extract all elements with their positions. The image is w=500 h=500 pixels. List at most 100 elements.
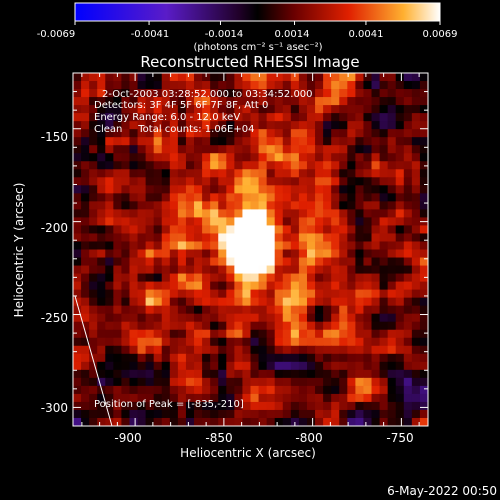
- heatmap-cell: [323, 313, 332, 323]
- heatmap-cell: [81, 113, 90, 122]
- heatmap-cell: [387, 337, 397, 347]
- heatmap-cell: [121, 281, 131, 291]
- heatmap-cell: [218, 217, 227, 227]
- heatmap-cell: [419, 409, 428, 419]
- heatmap-cell: [379, 273, 389, 283]
- heatmap-cell: [121, 201, 131, 210]
- heatmap-cell: [290, 353, 300, 363]
- heatmap-cell: [355, 185, 365, 194]
- heatmap-cell: [274, 225, 284, 235]
- heatmap-cell: [129, 377, 139, 387]
- heatmap-cell: [387, 369, 397, 379]
- heatmap-cell: [411, 289, 421, 299]
- heatmap-cell: [242, 377, 252, 387]
- heatmap-cell: [161, 177, 171, 186]
- heatmap-cell: [113, 409, 123, 419]
- heatmap-cell: [137, 129, 147, 138]
- heatmap-cell: [121, 337, 131, 347]
- heatmap-cell: [355, 201, 365, 210]
- heatmap-cell: [226, 121, 235, 130]
- heatmap-cell: [169, 257, 179, 267]
- heatmap-cell: [274, 417, 284, 426]
- heatmap-cell: [315, 401, 324, 411]
- heatmap-cell: [419, 377, 428, 387]
- heatmap-cell: [355, 281, 365, 291]
- heatmap-cell: [73, 401, 82, 411]
- heatmap-cell: [202, 89, 211, 98]
- heatmap-cell: [202, 97, 211, 106]
- heatmap-cell: [274, 257, 284, 267]
- heatmap-cell: [194, 233, 203, 243]
- heatmap-cell: [81, 201, 90, 210]
- heatmap-cell: [210, 97, 219, 106]
- heatmap-cell: [73, 409, 82, 419]
- heatmap-cell: [121, 81, 131, 90]
- heatmap-cell: [234, 393, 244, 403]
- heatmap-cell: [169, 161, 179, 170]
- heatmap-cell: [81, 225, 90, 235]
- heatmap-cell: [363, 105, 373, 114]
- heatmap-cell: [323, 401, 332, 411]
- heatmap-cell: [202, 81, 211, 90]
- heatmap-cell: [145, 201, 155, 210]
- heatmap-cell: [250, 105, 260, 114]
- heatmap-cell: [258, 313, 268, 323]
- heatmap-cell: [145, 345, 155, 355]
- heatmap-cell: [323, 337, 332, 347]
- heatmap-cell: [379, 121, 389, 130]
- heatmap-cell: [153, 121, 163, 130]
- heatmap-cell: [210, 409, 219, 419]
- heatmap-cell: [419, 185, 428, 194]
- heatmap-cell: [113, 281, 123, 291]
- heatmap-cell: [274, 209, 284, 219]
- heatmap-cell: [306, 129, 316, 138]
- heatmap-cell: [89, 297, 98, 307]
- heatmap-cell: [218, 313, 227, 323]
- heatmap-cell: [347, 249, 356, 259]
- heatmap-cell: [250, 201, 260, 210]
- heatmap-cell: [274, 345, 284, 355]
- heatmap-cell: [185, 361, 195, 371]
- heatmap-cell: [282, 217, 292, 227]
- heatmap-cell: [73, 273, 82, 283]
- heatmap-cell: [266, 129, 276, 138]
- heatmap-cell: [274, 121, 284, 130]
- heatmap-image: [73, 73, 428, 426]
- heatmap-cell: [274, 145, 284, 154]
- heatmap-cell: [290, 89, 300, 98]
- heatmap-cell: [202, 393, 211, 403]
- heatmap-cell: [298, 225, 308, 235]
- heatmap-cell: [298, 185, 308, 194]
- heatmap-cell: [185, 281, 195, 291]
- heatmap-cell: [258, 113, 268, 122]
- heatmap-cell: [169, 361, 179, 371]
- heatmap-cell: [234, 97, 244, 106]
- heatmap-cell: [266, 185, 276, 194]
- heatmap-cell: [177, 329, 187, 339]
- heatmap-cell: [403, 361, 413, 371]
- heatmap-cell: [339, 377, 348, 387]
- heatmap-cell: [161, 289, 171, 299]
- y-tick-label: -300: [41, 401, 68, 415]
- heatmap-cell: [411, 73, 421, 82]
- heatmap-cell: [323, 321, 332, 331]
- heatmap-cell: [258, 345, 268, 355]
- heatmap-cell: [379, 401, 389, 411]
- heatmap-cell: [210, 153, 219, 162]
- heatmap-cell: [258, 217, 268, 227]
- heatmap-cell: [282, 329, 292, 339]
- heatmap-cell: [153, 361, 163, 371]
- heatmap-cell: [355, 113, 365, 122]
- heatmap-cell: [250, 121, 260, 130]
- heatmap-cell: [298, 81, 308, 90]
- heatmap-cell: [226, 401, 235, 411]
- heatmap-cell: [282, 337, 292, 347]
- heatmap-cell: [226, 233, 235, 243]
- heatmap-cell: [371, 417, 381, 426]
- heatmap-cell: [395, 193, 405, 202]
- heatmap-cell: [89, 169, 98, 178]
- heatmap-cell: [73, 265, 82, 275]
- heatmap-cell: [363, 217, 373, 227]
- heatmap-cell: [290, 113, 300, 122]
- heatmap-cell: [379, 185, 389, 194]
